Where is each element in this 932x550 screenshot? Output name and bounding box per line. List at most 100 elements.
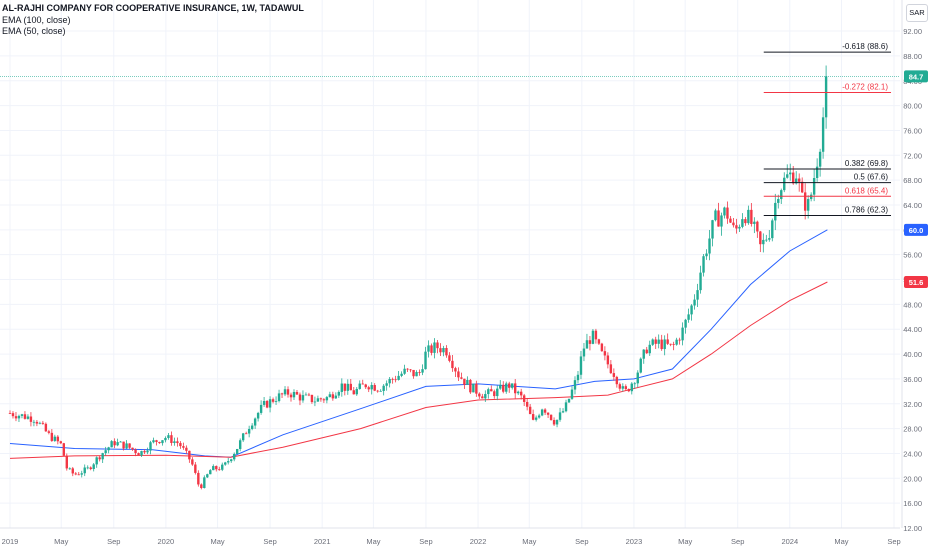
fib-label: 0.786 (62.3) [845, 206, 888, 215]
candle [176, 437, 179, 447]
candle [185, 445, 188, 454]
candle [370, 382, 373, 395]
ema-line-1 [9, 281, 828, 459]
candle [295, 389, 299, 395]
candle [197, 470, 200, 487]
candle [316, 395, 320, 402]
y-axis: 12.00 16.00 20.00 24.00 28.00 32.00 36.00 40.00… [901, 0, 922, 533]
candle [756, 220, 759, 238]
x-tick-label: May [54, 537, 68, 546]
candle [654, 336, 657, 350]
candle [624, 384, 628, 391]
x-tick-label: Sep [263, 537, 276, 546]
candle [800, 177, 804, 194]
candle [274, 396, 278, 405]
candle [546, 412, 550, 419]
y-tick-label: 92.00 [903, 27, 922, 36]
candle [460, 372, 463, 380]
candle [750, 203, 753, 227]
x-axis: 2019 May Sep 2020 May Sep 2021 May Sep 2022 May Sep… [0, 527, 901, 546]
candle [579, 350, 583, 380]
candle [44, 422, 48, 432]
y-tick-label: 88.00 [903, 52, 922, 61]
candle [606, 352, 610, 369]
candle [71, 466, 74, 477]
x-tick-label: Sep [731, 537, 744, 546]
y-tick-label: 36.00 [903, 375, 922, 384]
candle [224, 461, 227, 466]
candle [259, 400, 263, 415]
candle [65, 453, 68, 471]
candle [11, 411, 15, 419]
candle [298, 392, 302, 406]
candle [113, 438, 116, 449]
legend-ema-100: EMA (100, close) [2, 14, 71, 25]
candle [47, 429, 51, 435]
candle [806, 195, 810, 219]
candle [585, 333, 589, 349]
candle [280, 392, 284, 399]
candle [277, 389, 281, 403]
candle [17, 414, 21, 423]
candle [729, 215, 732, 224]
candle [179, 441, 182, 449]
candle [570, 386, 574, 400]
candle [818, 148, 822, 177]
candle [230, 458, 233, 463]
x-tick-label: Sep [107, 537, 120, 546]
candle [519, 388, 523, 400]
x-tick-label: 2021 [314, 537, 331, 546]
candle [537, 413, 541, 419]
y-tick-label: 20.00 [903, 474, 922, 483]
candle [194, 462, 197, 475]
grid [0, 0, 900, 529]
candle [92, 463, 95, 472]
candle [549, 414, 553, 421]
candle [439, 343, 442, 356]
candle [558, 407, 562, 422]
candle [286, 386, 290, 398]
candle [119, 440, 122, 443]
candle [101, 452, 104, 463]
candle [131, 447, 134, 451]
y-tick-label: 12.00 [903, 524, 922, 533]
candle [525, 397, 529, 411]
candle [89, 466, 92, 471]
candle [442, 345, 445, 357]
x-tick-label: Sep [419, 537, 432, 546]
candle [567, 398, 571, 404]
candle [128, 443, 131, 449]
candle [636, 370, 639, 388]
candle [693, 294, 696, 310]
fib-level: -0.618 (88.6) [763, 42, 892, 53]
candle [170, 431, 173, 446]
candle [561, 408, 565, 414]
candle [705, 249, 708, 260]
fib-label: -0.272 (82.1) [842, 83, 888, 92]
candle [678, 337, 681, 345]
x-tick-label: May [678, 537, 692, 546]
candle [603, 346, 607, 361]
candle [720, 212, 723, 236]
candle [747, 205, 750, 225]
y-tick-label: 40.00 [903, 350, 922, 359]
candle [726, 201, 729, 224]
candle [292, 389, 296, 401]
candle [815, 158, 819, 182]
fib-level: 0.5 (67.6) [763, 173, 892, 184]
y-tick-label: 44.00 [903, 325, 922, 334]
candle [824, 65, 828, 129]
candle [59, 440, 63, 445]
currency-button[interactable]: SAR [906, 4, 928, 22]
candle [385, 380, 388, 391]
candle [388, 376, 391, 388]
price-tag-label: 51.6 [909, 278, 924, 287]
candle [209, 469, 212, 475]
candle [594, 328, 598, 344]
candle [146, 447, 149, 455]
candle [699, 265, 702, 294]
fibonacci-levels[interactable]: -0.618 (88.6) -0.272 (82.1) 0.382 (69.8) 0.… [763, 42, 892, 217]
candle [642, 349, 645, 364]
candle [552, 417, 556, 426]
